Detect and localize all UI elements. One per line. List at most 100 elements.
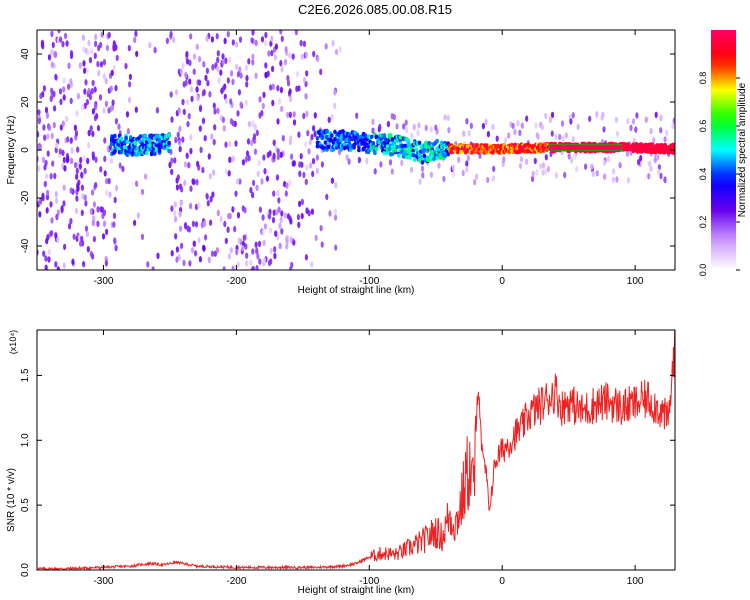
spectrogram-cell [61, 149, 65, 156]
spectrogram-cell [535, 132, 539, 139]
spectrogram-cell [155, 107, 159, 114]
spectrogram-cell [270, 49, 274, 57]
spectrogram-signal-cell [133, 141, 138, 146]
spectrogram-cell [54, 73, 58, 81]
spectrogram-cell [194, 250, 198, 257]
spectrogram-cell [179, 200, 183, 207]
spectrogram-cell [201, 117, 206, 125]
spectrogram-cell [260, 178, 264, 185]
spectrogram-cell [121, 165, 125, 173]
spectrogram-cell [72, 233, 76, 240]
spectrogram-cell [424, 124, 428, 132]
spectrogram-cell [255, 264, 259, 270]
spectrogram-cell [91, 130, 95, 138]
spectrogram-cell [185, 50, 189, 58]
colorbar-label: Normalized spectral amplitude [737, 82, 748, 217]
spectrogram-cell [238, 178, 242, 185]
spectrogram-cell [207, 256, 211, 263]
spectrogram-cell [315, 167, 319, 175]
spectrogram-cell [541, 162, 546, 169]
spectrogram-signal-cell [435, 138, 439, 144]
spectrogram-cell [251, 120, 255, 127]
spectrogram-cell [172, 36, 176, 43]
spectrogram-cell [56, 266, 60, 270]
spectrogram-cell [69, 217, 73, 225]
spectrogram-cell [227, 170, 231, 177]
spectrogram-cell [271, 83, 275, 90]
colorbar-ticks: 0.0 0.2 0.4 0.6 0.8 [698, 72, 740, 276]
spectrogram-cell [190, 247, 195, 254]
spectrogram-cell [235, 63, 239, 71]
spectrogram-cell [89, 208, 93, 215]
spectrogram-signal-cell [167, 140, 171, 146]
spectrogram-signal-cell [143, 133, 147, 138]
spectrogram-signal-cell [328, 137, 333, 142]
spectrogram-cell [185, 98, 189, 106]
spectrogram-cell [146, 261, 150, 268]
spectrogram-signal-cell [401, 151, 406, 157]
spectrogram-signal-cell [650, 142, 655, 147]
spectrogram-cell [56, 209, 60, 216]
spectrogram-cell [288, 138, 292, 146]
spectrogram-cell [492, 165, 496, 173]
spectrogram-cell [188, 260, 192, 267]
spectrogram-cell [465, 160, 469, 167]
spectrogram-cell [285, 243, 289, 250]
spectrogram-signal-cell [122, 145, 127, 150]
spectrogram-cell [49, 95, 53, 103]
spectrogram-cell [210, 36, 214, 43]
spectrogram-cell [56, 236, 60, 243]
spectrogram-signal-cell [347, 137, 352, 142]
spectrogram-cell [390, 113, 394, 120]
spectrogram-cell [289, 266, 293, 270]
spectrogram-cell [418, 178, 422, 185]
spectrogram-cell [258, 206, 262, 213]
spectrogram-cell [196, 95, 200, 102]
spectrogram-cell [634, 126, 638, 133]
spectrogram-cell [277, 197, 281, 204]
spectrogram-cell [38, 198, 42, 206]
spectrogram-cell [192, 178, 196, 186]
spectrogram-cell [274, 230, 278, 237]
spectrogram-y-tick-label: 20 [20, 96, 31, 108]
spectrogram-cell [185, 58, 190, 65]
spectrogram-cell [104, 100, 108, 108]
spectrogram-cell [180, 186, 184, 193]
spectrogram-cell [177, 107, 181, 114]
spectrogram-cell [239, 72, 243, 79]
spectrogram-signal-cell [420, 159, 425, 164]
spectrogram-cell [264, 40, 268, 47]
spectrogram-cell [189, 185, 193, 192]
spectrogram-cell [224, 57, 228, 64]
spectrogram-cell [94, 156, 98, 163]
spectrogram-cell [176, 131, 180, 138]
spectrogram-cell [325, 193, 329, 201]
spectrogram-cell [244, 156, 248, 163]
spectrogram-cell [125, 111, 130, 118]
spectrogram-cell [195, 43, 199, 51]
spectrogram-cell [569, 118, 573, 125]
spectrogram-cell [244, 64, 249, 72]
spectrogram-cell [412, 123, 416, 131]
spectrogram-cell [626, 118, 630, 125]
spectrogram-cell [77, 179, 81, 186]
spectrogram-cell [104, 78, 108, 85]
spectrogram-cell [327, 116, 331, 124]
spectrogram-cell [451, 171, 456, 178]
spectrogram-cell [53, 51, 58, 59]
spectrogram-cell [251, 30, 255, 36]
spectrogram-cell [81, 104, 85, 111]
spectrogram-cell [254, 72, 258, 80]
spectrogram-cell [153, 46, 157, 54]
spectrogram-cell [264, 31, 268, 39]
spectrogram-cell [140, 188, 145, 196]
spectrogram-cell [289, 236, 293, 243]
spectrogram-cell [560, 120, 565, 127]
snr-y-tick-label: 0.0 [20, 563, 31, 577]
spectrogram-cell [53, 172, 57, 180]
spectrogram-cell [315, 154, 319, 161]
spectrogram-cell [296, 213, 300, 221]
spectrogram-signal-cell [145, 150, 149, 156]
spectrogram-cell [347, 158, 351, 165]
spectrogram-cell [75, 173, 79, 180]
